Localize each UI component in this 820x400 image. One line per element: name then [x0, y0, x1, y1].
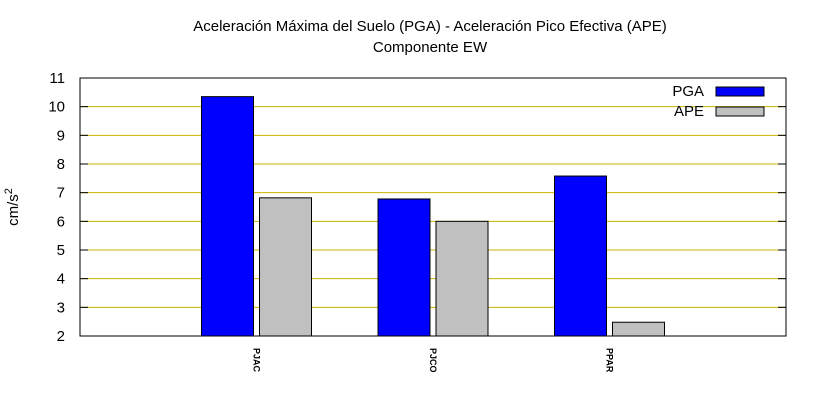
bar-pga-pjac	[201, 96, 254, 337]
category-labels: PJAC PJCO PPAR	[252, 348, 615, 373]
y-tick-label: 5	[57, 242, 65, 259]
bars	[201, 96, 665, 337]
y-tick-label: 10	[48, 99, 65, 116]
y-axis-label: cm/s2	[3, 188, 22, 226]
y-tick-label: 8	[57, 156, 65, 173]
chart-title: Aceleración Máxima del Suelo (PGA) - Ace…	[193, 18, 667, 35]
bar-ape-pjac	[259, 197, 312, 337]
legend-swatch	[715, 106, 765, 117]
legend-label: PGA	[672, 83, 704, 100]
bar-pga-pjco	[377, 198, 431, 337]
y-tick-label: 4	[57, 271, 65, 288]
y-tick-label: 11	[49, 70, 65, 87]
legend: PGA APE	[672, 83, 765, 120]
bar-pga-ppar	[554, 175, 607, 337]
legend-swatch	[715, 86, 765, 97]
bar-ape-ppar	[612, 321, 665, 337]
plot-frame	[79, 77, 787, 337]
y-tick-label: 6	[57, 213, 65, 230]
y-tick-label: 2	[57, 328, 65, 345]
category-label: PJCO	[428, 348, 438, 373]
y-ticks: 2 3 4 5 6 7 8 9 10 11	[48, 70, 786, 345]
chart-subtitle: Componente EW	[373, 39, 488, 56]
bar-ape-pjco	[435, 220, 489, 337]
grid	[80, 106, 786, 308]
y-tick-label: 3	[57, 299, 65, 316]
category-label: PPAR	[605, 348, 615, 373]
category-label: PJAC	[252, 348, 262, 373]
legend-label: APE	[674, 103, 704, 120]
y-tick-label: 7	[57, 185, 65, 202]
y-tick-label: 9	[57, 127, 65, 144]
